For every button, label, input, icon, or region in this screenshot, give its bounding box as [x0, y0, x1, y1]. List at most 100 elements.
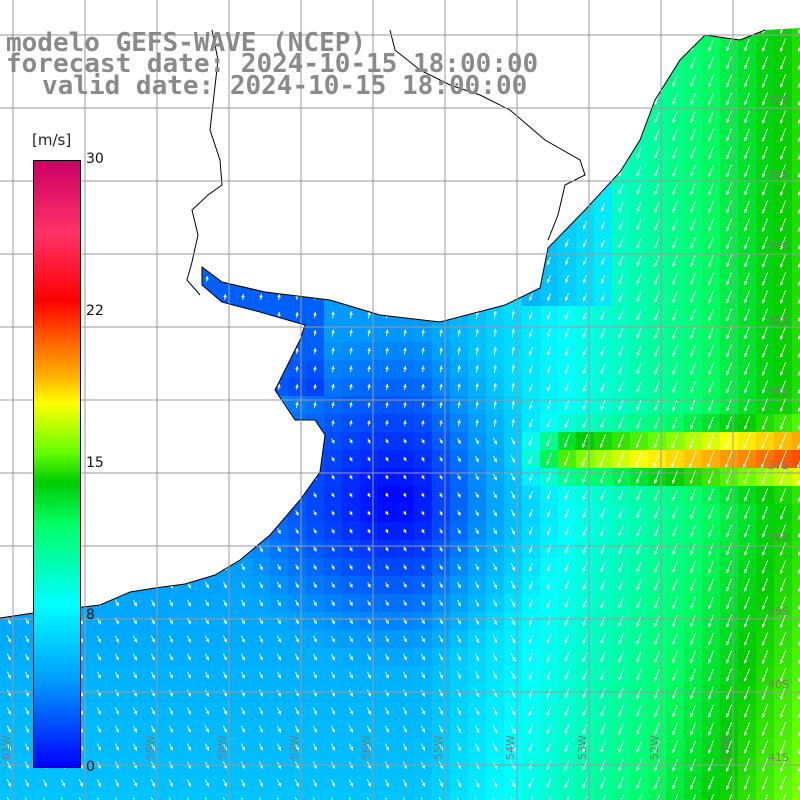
- longitude-label: 56W: [360, 735, 373, 760]
- wind-speed-cell: [792, 54, 800, 73]
- wind-speed-cell: [306, 792, 325, 800]
- wind-speed-cell: [792, 216, 800, 235]
- wind-speed-cell: [612, 792, 631, 800]
- wind-speed-cell: [792, 108, 800, 127]
- wind-speed-cell: [738, 792, 757, 800]
- wind-speed-cell: [792, 144, 800, 163]
- wind-speed-cell: [414, 792, 433, 800]
- wind-speed-cell: [144, 792, 163, 800]
- wind-speed-cell: [90, 792, 109, 800]
- wind-speed-cell: [288, 792, 307, 800]
- wind-speed-cell: [792, 450, 800, 469]
- wind-speed-cell: [450, 792, 469, 800]
- longitude-label: 57W: [288, 735, 301, 760]
- wind-speed-cell: [360, 792, 379, 800]
- wind-speed-cell: [792, 342, 800, 361]
- wind-speed-cell: [792, 162, 800, 181]
- wind-speed-cell: [792, 702, 800, 721]
- wind-speed-cell: [504, 792, 523, 800]
- wind-speed-cell: [792, 126, 800, 145]
- latitude-label: 38S: [768, 532, 789, 545]
- wind-speed-cell: [576, 792, 595, 800]
- wind-speed-cell: [162, 792, 181, 800]
- wind-speed-cell: [252, 792, 271, 800]
- wind-speed-cell: [468, 792, 487, 800]
- wind-speed-cell: [666, 792, 685, 800]
- wind-speed-cell: [792, 414, 800, 433]
- latitude-label: 39S: [768, 605, 789, 618]
- wind-speed-cell: [486, 792, 505, 800]
- wind-speed-cell: [630, 792, 649, 800]
- wind-speed-cell: [792, 198, 800, 217]
- colorbar-tick: 15: [86, 455, 104, 471]
- latitude-label: 41S: [768, 751, 789, 764]
- wind-speed-cell: [792, 468, 800, 487]
- latitude-label: 35S: [768, 313, 789, 326]
- latitude-label: 34S: [768, 240, 789, 253]
- wind-speed-cell: [702, 792, 721, 800]
- wind-speed-cell: [792, 252, 800, 271]
- longitude-label: 51W: [720, 735, 733, 760]
- wind-speed-cell: [792, 792, 800, 800]
- wind-speed-cell: [792, 36, 800, 55]
- wind-speed-cell: [792, 720, 800, 739]
- longitude-label: 55W: [432, 735, 445, 760]
- wind-speed-cell: [792, 270, 800, 289]
- wind-speed-cell: [396, 792, 415, 800]
- wind-speed-cell: [792, 504, 800, 523]
- wind-speed-cell: [594, 792, 613, 800]
- wind-speed-cell: [792, 432, 800, 451]
- wind-speed-cell: [720, 792, 739, 800]
- colorbar-unit: [m/s]: [32, 131, 72, 149]
- wind-speed-cell: [792, 558, 800, 577]
- latitude-label: 33S: [768, 167, 789, 180]
- colorbar: [33, 160, 81, 768]
- colorbar-tick: 0: [86, 759, 95, 775]
- colorbar-tick: 8: [86, 607, 95, 623]
- wind-speed-cell: [792, 288, 800, 307]
- longitude-label: 61W: [0, 735, 13, 760]
- colorbar-tick: 22: [86, 303, 104, 319]
- wind-speed-cell: [216, 792, 235, 800]
- wind-speed-cell: [792, 396, 800, 415]
- wind-speed-cell: [558, 792, 577, 800]
- wind-speed-cell: [324, 792, 343, 800]
- wind-speed-cell: [792, 90, 800, 109]
- wind-speed-cell: [342, 792, 361, 800]
- wind-speed-cell: [432, 792, 451, 800]
- longitude-label: 52W: [648, 735, 661, 760]
- wind-speed-cell: [684, 792, 703, 800]
- wind-speed-cell: [792, 306, 800, 325]
- wind-speed-cell: [108, 792, 127, 800]
- latitude-label: 40S: [768, 678, 789, 691]
- wind-speed-cell: [792, 234, 800, 253]
- wind-speed-cell: [0, 792, 19, 800]
- colorbar-tick: 30: [86, 151, 104, 167]
- wind-speed-cell: [792, 28, 800, 37]
- wind-speed-cell: [36, 792, 55, 800]
- latitude-label: 37S: [768, 459, 789, 472]
- wind-speed-cell: [522, 792, 541, 800]
- wind-speed-cell: [18, 792, 37, 800]
- latitude-label: 32S: [768, 94, 789, 107]
- wind-speed-cell: [198, 792, 217, 800]
- wind-speed-cell: [792, 684, 800, 703]
- wind-speed-cell: [774, 792, 793, 800]
- wind-speed-cell: [792, 180, 800, 199]
- wind-speed-cell: [72, 792, 91, 800]
- latitude-label: 36S: [768, 386, 789, 399]
- longitude-label: 54W: [504, 735, 517, 760]
- wind-speed-cell: [378, 792, 397, 800]
- wind-speed-cell: [270, 792, 289, 800]
- longitude-label: 59W: [144, 735, 157, 760]
- valid-date: valid date: 2024-10-15 18:00:00: [42, 71, 528, 101]
- wind-speed-cell: [792, 360, 800, 379]
- longitude-label: 58W: [216, 735, 229, 760]
- wind-speed-cell: [648, 792, 667, 800]
- wind-speed-cell: [792, 72, 800, 91]
- wind-speed-cell: [234, 792, 253, 800]
- wind-speed-cell: [756, 792, 775, 800]
- wind-speed-cell: [54, 792, 73, 800]
- wind-speed-cell: [180, 792, 199, 800]
